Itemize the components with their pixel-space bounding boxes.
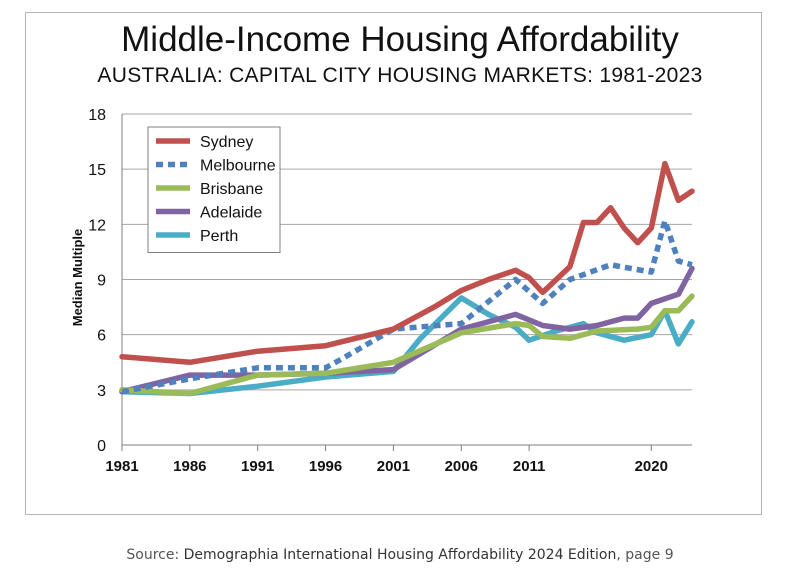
source-title-link[interactable]: Demographia International Housing Afford… [183, 547, 617, 563]
series-line-brisbane [119, 293, 695, 397]
y-tick-label: 9 [97, 273, 106, 290]
y-axis-label: Median Multiple [70, 229, 85, 327]
y-tick-label: 6 [97, 328, 106, 345]
legend-label-melbourne: Melbourne [200, 158, 276, 175]
x-tick-label: 1986 [173, 458, 206, 475]
x-tick-label: 2006 [445, 458, 478, 475]
x-tick-label: 1981 [105, 458, 138, 475]
series-line-melbourne [121, 217, 693, 395]
y-tick-label: 0 [97, 438, 106, 455]
legend-label-sydney: Sydney [200, 134, 253, 151]
x-tick-label: 2001 [377, 458, 410, 475]
x-tick-label: 1996 [309, 458, 342, 475]
legend: Sydney Melbourne Brisbane Adelaide Perth [147, 126, 281, 253]
y-tick-label: 12 [88, 217, 106, 234]
chart-subtitle: AUSTRALIA: CAPITAL CITY HOUSING MARKETS:… [97, 64, 703, 87]
x-tick-label: 2020 [635, 458, 668, 475]
y-tick-label: 15 [88, 162, 106, 179]
x-tick-label: 2011 [513, 458, 546, 475]
legend-label-adelaide: Adelaide [200, 205, 262, 222]
source-prefix: Source: [126, 547, 184, 563]
series-line-perth [119, 295, 695, 397]
source-caption: Source: Demographia International Housin… [0, 547, 800, 563]
y-tick-label: 18 [88, 107, 106, 124]
source-suffix: , page 9 [616, 547, 674, 563]
y-tick-label: 3 [97, 383, 106, 400]
series-layer [119, 160, 695, 397]
series-line-sydney [119, 160, 695, 366]
chart-title: Middle-Income Housing Affordability [121, 20, 679, 59]
x-tick-label: 1991 [241, 458, 274, 475]
legend-label-brisbane: Brisbane [200, 181, 263, 198]
axes: 0 3 6 9 12 15 18 1981 1986 1991 1996 2001 2006 2011 20… [70, 107, 692, 475]
chart-frame [25, 12, 762, 515]
legend-label-perth: Perth [200, 228, 238, 245]
